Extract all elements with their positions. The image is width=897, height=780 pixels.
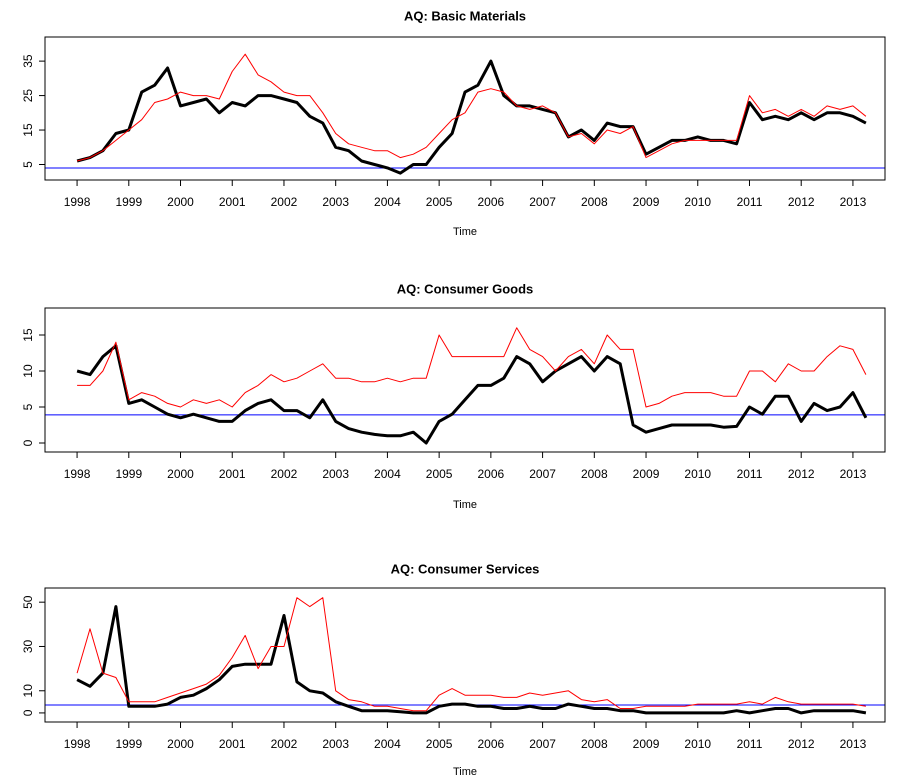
y-tick-label: 50 — [21, 595, 35, 609]
y-tick-label: 10 — [21, 684, 35, 698]
y-tick-label: 30 — [21, 639, 35, 653]
x-tick-label: 2012 — [788, 195, 815, 209]
x-tick-label: 2011 — [737, 195, 763, 209]
x-tick-label: 2008 — [581, 195, 608, 209]
x-tick-label: 2001 — [219, 737, 246, 751]
y-tick-label: 15 — [21, 328, 35, 342]
series-line — [76, 597, 866, 712]
x-tick-label: 2009 — [633, 737, 660, 751]
x-tick-label: 2005 — [426, 195, 453, 209]
x-tick-label: 2011 — [737, 467, 763, 481]
y-tick-label: 10 — [21, 364, 35, 378]
x-tick-label: 1999 — [115, 195, 142, 209]
y-tick-label: 25 — [21, 89, 35, 103]
x-axis-label: Time — [453, 499, 477, 511]
x-tick-label: 1999 — [115, 467, 142, 481]
x-tick-label: 2003 — [322, 195, 349, 209]
x-tick-label: 2003 — [322, 737, 349, 751]
x-tick-label: 2006 — [478, 467, 505, 481]
x-tick-label: 2012 — [788, 737, 815, 751]
chart-title: AQ: Consumer Goods — [397, 281, 534, 296]
series-line — [76, 59, 867, 175]
x-tick-label: 2007 — [529, 467, 556, 481]
x-tick-label: 2002 — [271, 737, 298, 751]
x-tick-label: 2007 — [529, 737, 556, 751]
x-tick-label: 2011 — [737, 737, 763, 751]
y-tick-label: 5 — [21, 161, 35, 168]
series-line — [76, 344, 868, 445]
y-tick-label: 35 — [21, 54, 35, 68]
x-tick-label: 2010 — [684, 195, 711, 209]
x-tick-label: 2013 — [840, 195, 867, 209]
x-tick-label: 2013 — [840, 737, 867, 751]
x-tick-label: 2005 — [426, 467, 453, 481]
x-tick-label: 2000 — [167, 467, 194, 481]
x-tick-label: 2012 — [788, 467, 815, 481]
chart-title: AQ: Basic Materials — [404, 8, 526, 23]
x-tick-label: 2009 — [633, 467, 660, 481]
y-tick-label: 0 — [21, 709, 35, 716]
x-tick-label: 2000 — [167, 737, 194, 751]
x-tick-label: 1999 — [115, 737, 142, 751]
plot-frame — [44, 587, 886, 723]
chart-title: AQ: Consumer Services — [391, 561, 540, 576]
series-line — [76, 53, 867, 162]
x-tick-label: 2004 — [374, 737, 401, 751]
x-tick-label: 2004 — [374, 467, 401, 481]
y-tick-label: 15 — [21, 123, 35, 137]
x-tick-label: 2005 — [426, 737, 453, 751]
y-tick-label: 0 — [21, 439, 35, 446]
x-tick-label: 2000 — [167, 195, 194, 209]
series-line — [77, 327, 867, 408]
plot-frame — [44, 36, 886, 181]
y-tick-label: 5 — [21, 403, 35, 410]
x-tick-label: 2008 — [581, 737, 608, 751]
x-tick-label: 2002 — [271, 467, 298, 481]
x-tick-label: 2007 — [529, 195, 556, 209]
x-tick-label: 2004 — [374, 195, 401, 209]
x-axis-label: Time — [453, 766, 477, 778]
x-tick-label: 2006 — [478, 737, 505, 751]
x-tick-label: 2010 — [684, 467, 711, 481]
x-tick-label: 1998 — [64, 737, 91, 751]
x-tick-label: 1998 — [64, 195, 91, 209]
plot-frame — [44, 307, 886, 453]
x-tick-label: 2009 — [633, 195, 660, 209]
x-tick-label: 2008 — [581, 467, 608, 481]
x-tick-label: 2013 — [840, 467, 867, 481]
x-axis-label: Time — [453, 226, 477, 238]
series-line — [76, 605, 867, 715]
x-tick-label: 2002 — [271, 195, 298, 209]
x-tick-label: 2001 — [219, 467, 246, 481]
x-tick-label: 2003 — [322, 467, 349, 481]
x-tick-label: 2006 — [478, 195, 505, 209]
x-tick-label: 2001 — [219, 195, 246, 209]
x-tick-label: 2010 — [684, 737, 711, 751]
x-tick-label: 1998 — [64, 467, 91, 481]
